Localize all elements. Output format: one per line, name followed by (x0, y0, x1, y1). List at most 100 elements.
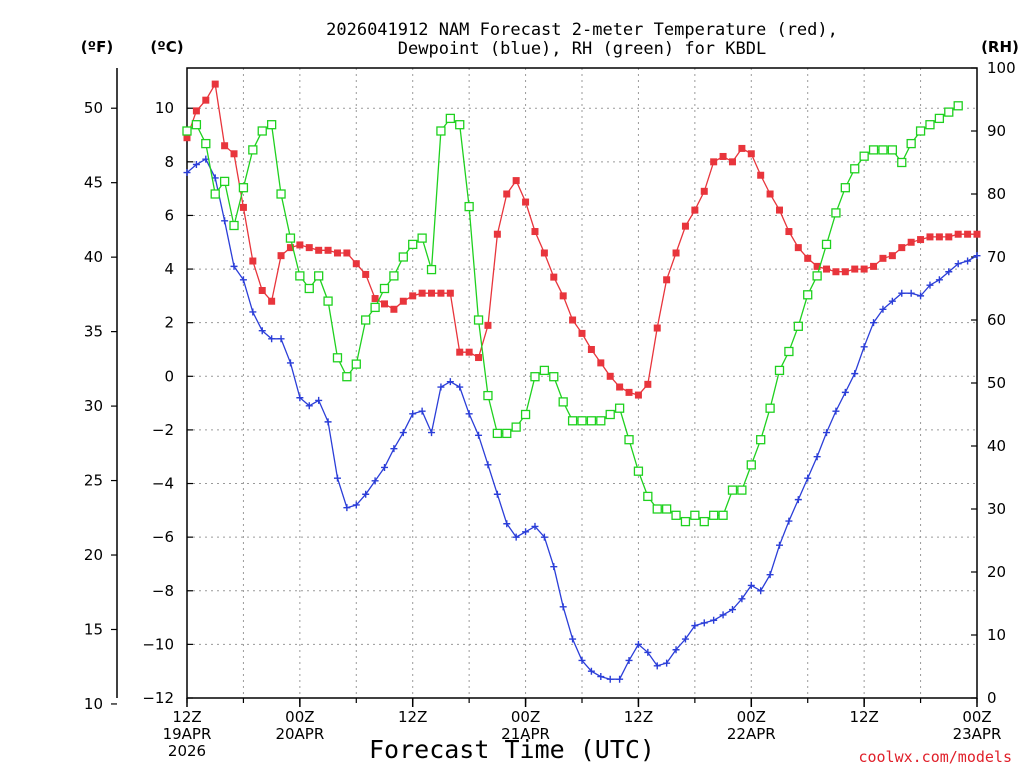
dewpoint-point (249, 308, 257, 316)
temp-point (757, 171, 765, 179)
rh-point (831, 208, 841, 218)
temp-point (390, 305, 398, 313)
dewpoint-point (381, 463, 388, 471)
temp-point (202, 96, 210, 104)
temp-point (446, 289, 454, 297)
x-tick-label: 19APR (163, 725, 212, 743)
axes: 1086420−2−4−6−8−10−125045403530252015101… (84, 59, 1016, 713)
temp-point (804, 254, 812, 262)
dewpoint-point (719, 611, 727, 619)
rh-point (511, 422, 521, 432)
rh-point (850, 164, 860, 174)
fahrenheit-tick-label: 20 (84, 546, 103, 564)
x-tick-label: 12Z (172, 708, 201, 726)
dewpoint-point (559, 603, 567, 611)
rh-point (784, 346, 794, 357)
dewpoint-point (512, 533, 520, 541)
temp-point (456, 348, 464, 356)
rh-point (671, 510, 681, 520)
dewpoint-point (634, 640, 642, 648)
dewpoint-point (663, 659, 671, 667)
rh-point (878, 145, 888, 155)
data-series (182, 80, 981, 683)
dewpoint-point (879, 305, 887, 313)
temp-point (296, 241, 304, 249)
rh-tick-label: 0 (987, 689, 997, 707)
temp-point (578, 329, 586, 337)
celsius-tick-label: −8 (152, 582, 174, 600)
temp-point (258, 287, 266, 295)
dewpoint-point (935, 276, 943, 284)
temp-point (512, 177, 520, 185)
dewpoint-point (747, 581, 755, 589)
x-tick-label: 12Z (398, 708, 427, 726)
dewpoint-point (907, 289, 915, 297)
celsius-tick-label: 0 (164, 367, 174, 385)
temp-point (362, 270, 370, 278)
temp-point (766, 190, 774, 198)
temp-point (719, 152, 727, 160)
temp-point (870, 262, 878, 270)
rh-point (351, 359, 361, 369)
dewpoint-point (399, 429, 407, 437)
dewpoint-point (616, 675, 624, 683)
dewpoint-point (456, 383, 464, 391)
temp-point (841, 268, 849, 276)
rh-point (558, 397, 568, 407)
dewpoint-point (757, 587, 765, 595)
dewpoint-point (945, 268, 953, 276)
temp-point (343, 249, 351, 257)
dewpoint-point (211, 174, 219, 182)
rh-point (436, 126, 446, 136)
rh-point (520, 409, 531, 420)
dewpoint-point (776, 541, 783, 549)
celsius-tick-label: 6 (164, 206, 174, 224)
temp-point (813, 262, 821, 270)
dewpoint-point (691, 622, 699, 630)
dewpoint-point (531, 522, 539, 530)
temp-point (211, 80, 219, 88)
dewpoint-point (362, 490, 370, 498)
rh-point (586, 416, 597, 426)
dewpoint-point (428, 429, 436, 437)
rh-tick-label: 80 (987, 185, 1006, 203)
rh-point (596, 416, 606, 426)
rh-point (483, 390, 493, 401)
temp-point (681, 222, 689, 230)
rh-point (925, 120, 935, 130)
dewpoint-point (324, 418, 332, 426)
dewpoint-point (296, 394, 304, 402)
dewpoint-point (917, 292, 925, 300)
rh-point (314, 271, 324, 281)
rh-point (567, 416, 578, 426)
rh-point (887, 145, 898, 155)
temp-point (935, 233, 943, 241)
dewpoint-point (343, 504, 351, 512)
gridlines (187, 68, 977, 699)
fahrenheit-unit-label: (ºF) (81, 38, 113, 56)
fahrenheit-tick-label: 25 (84, 472, 103, 490)
x-axis-label: Forecast Time (UTC) (369, 735, 655, 764)
chart-title-line2: Dewpoint (blue), RH (green) for KBDL (398, 39, 766, 59)
temp-point (860, 265, 868, 273)
celsius-tick-label: 4 (164, 260, 174, 278)
temp-point (418, 289, 426, 297)
series-line-rh (186, 105, 959, 523)
rh-point (840, 183, 850, 193)
credit-link[interactable]: coolwx.com/models (858, 748, 1012, 766)
temp-point (540, 249, 548, 257)
rh-point (361, 315, 371, 325)
temp-point (700, 187, 708, 195)
dewpoint-point (578, 656, 586, 664)
x-tick-label: 21APR (501, 725, 550, 743)
celsius-tick-label: 8 (164, 153, 174, 171)
temp-point (785, 228, 793, 236)
rh-point (530, 372, 540, 382)
temp-point (653, 324, 661, 332)
rh-point (680, 516, 691, 527)
rh-point (803, 290, 813, 300)
temp-point (907, 238, 915, 246)
rh-tick-label: 10 (987, 626, 1006, 644)
dewpoint-point (964, 257, 972, 265)
rh-point (897, 157, 907, 168)
